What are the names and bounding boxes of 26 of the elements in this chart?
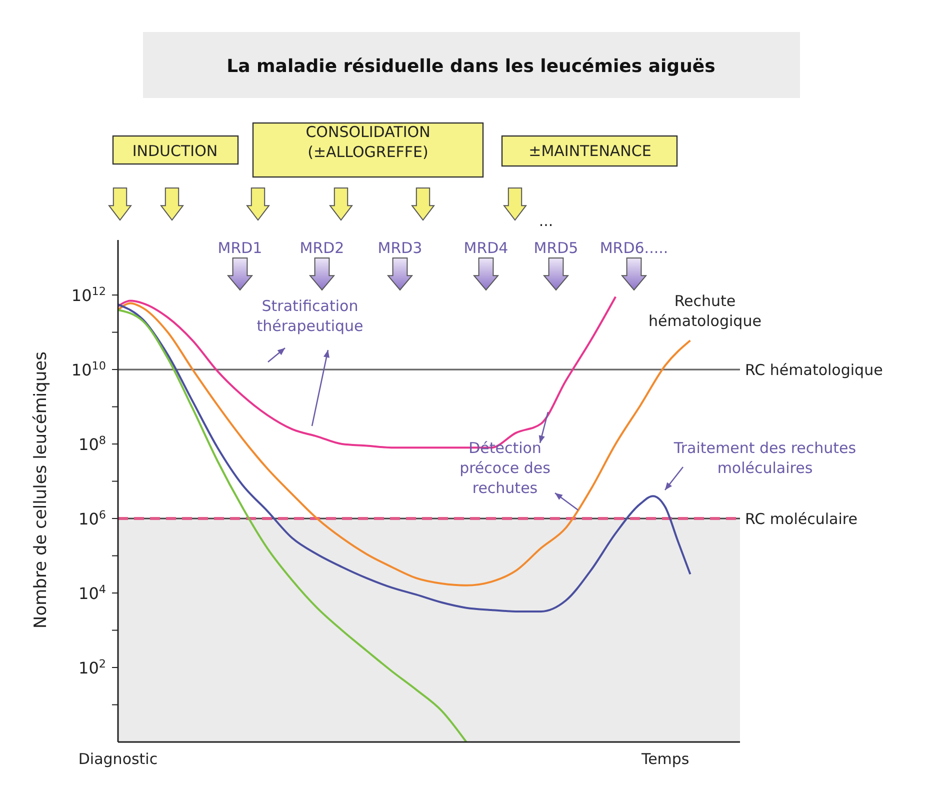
annotation: Stratification thérapeutique — [256, 297, 364, 335]
y-axis-title: Nombre de cellules leucémiques — [31, 351, 51, 628]
x-tick-label: Diagnostic — [78, 750, 158, 768]
y-tick-label: 10$^{10}$ — [71, 359, 106, 380]
annotation: Détection précoce des rechutes — [460, 439, 551, 497]
y-tick-label: 10$^{2}$ — [78, 657, 106, 678]
annotation: Rechute hématologique — [648, 292, 762, 330]
annotation: MRD4 — [464, 239, 508, 257]
text: ... — [538, 212, 554, 230]
annotation: MRD6..... — [600, 239, 668, 257]
text: ±MAINTENANCE — [528, 142, 652, 160]
y-tick-label: 10$^{4}$ — [78, 582, 106, 604]
ref-line-label: RC hématologique — [745, 360, 883, 379]
y-tick-label: 10$^{6}$ — [78, 508, 106, 529]
y-tick-label: 10$^{8}$ — [78, 434, 106, 454]
x-tick-label: Temps — [640, 750, 690, 768]
y-tick-label: 10$^{12}$ — [71, 284, 106, 306]
annotation: MRD1 — [218, 239, 262, 257]
annotation: MRD5 — [534, 239, 578, 257]
annotation: MRD2 — [300, 239, 344, 257]
ref-line-label: RC moléculaire — [745, 510, 858, 528]
annotation: Traitement des rechutes moléculaires — [672, 439, 856, 477]
chart-title: La maladie résiduelle dans les leucémies aiguës — [226, 56, 716, 77]
annotation: MRD3 — [378, 239, 422, 257]
text: CONSOLIDATION (±ALLOGREFFE) — [306, 123, 430, 161]
text: INDUCTION — [132, 142, 218, 160]
